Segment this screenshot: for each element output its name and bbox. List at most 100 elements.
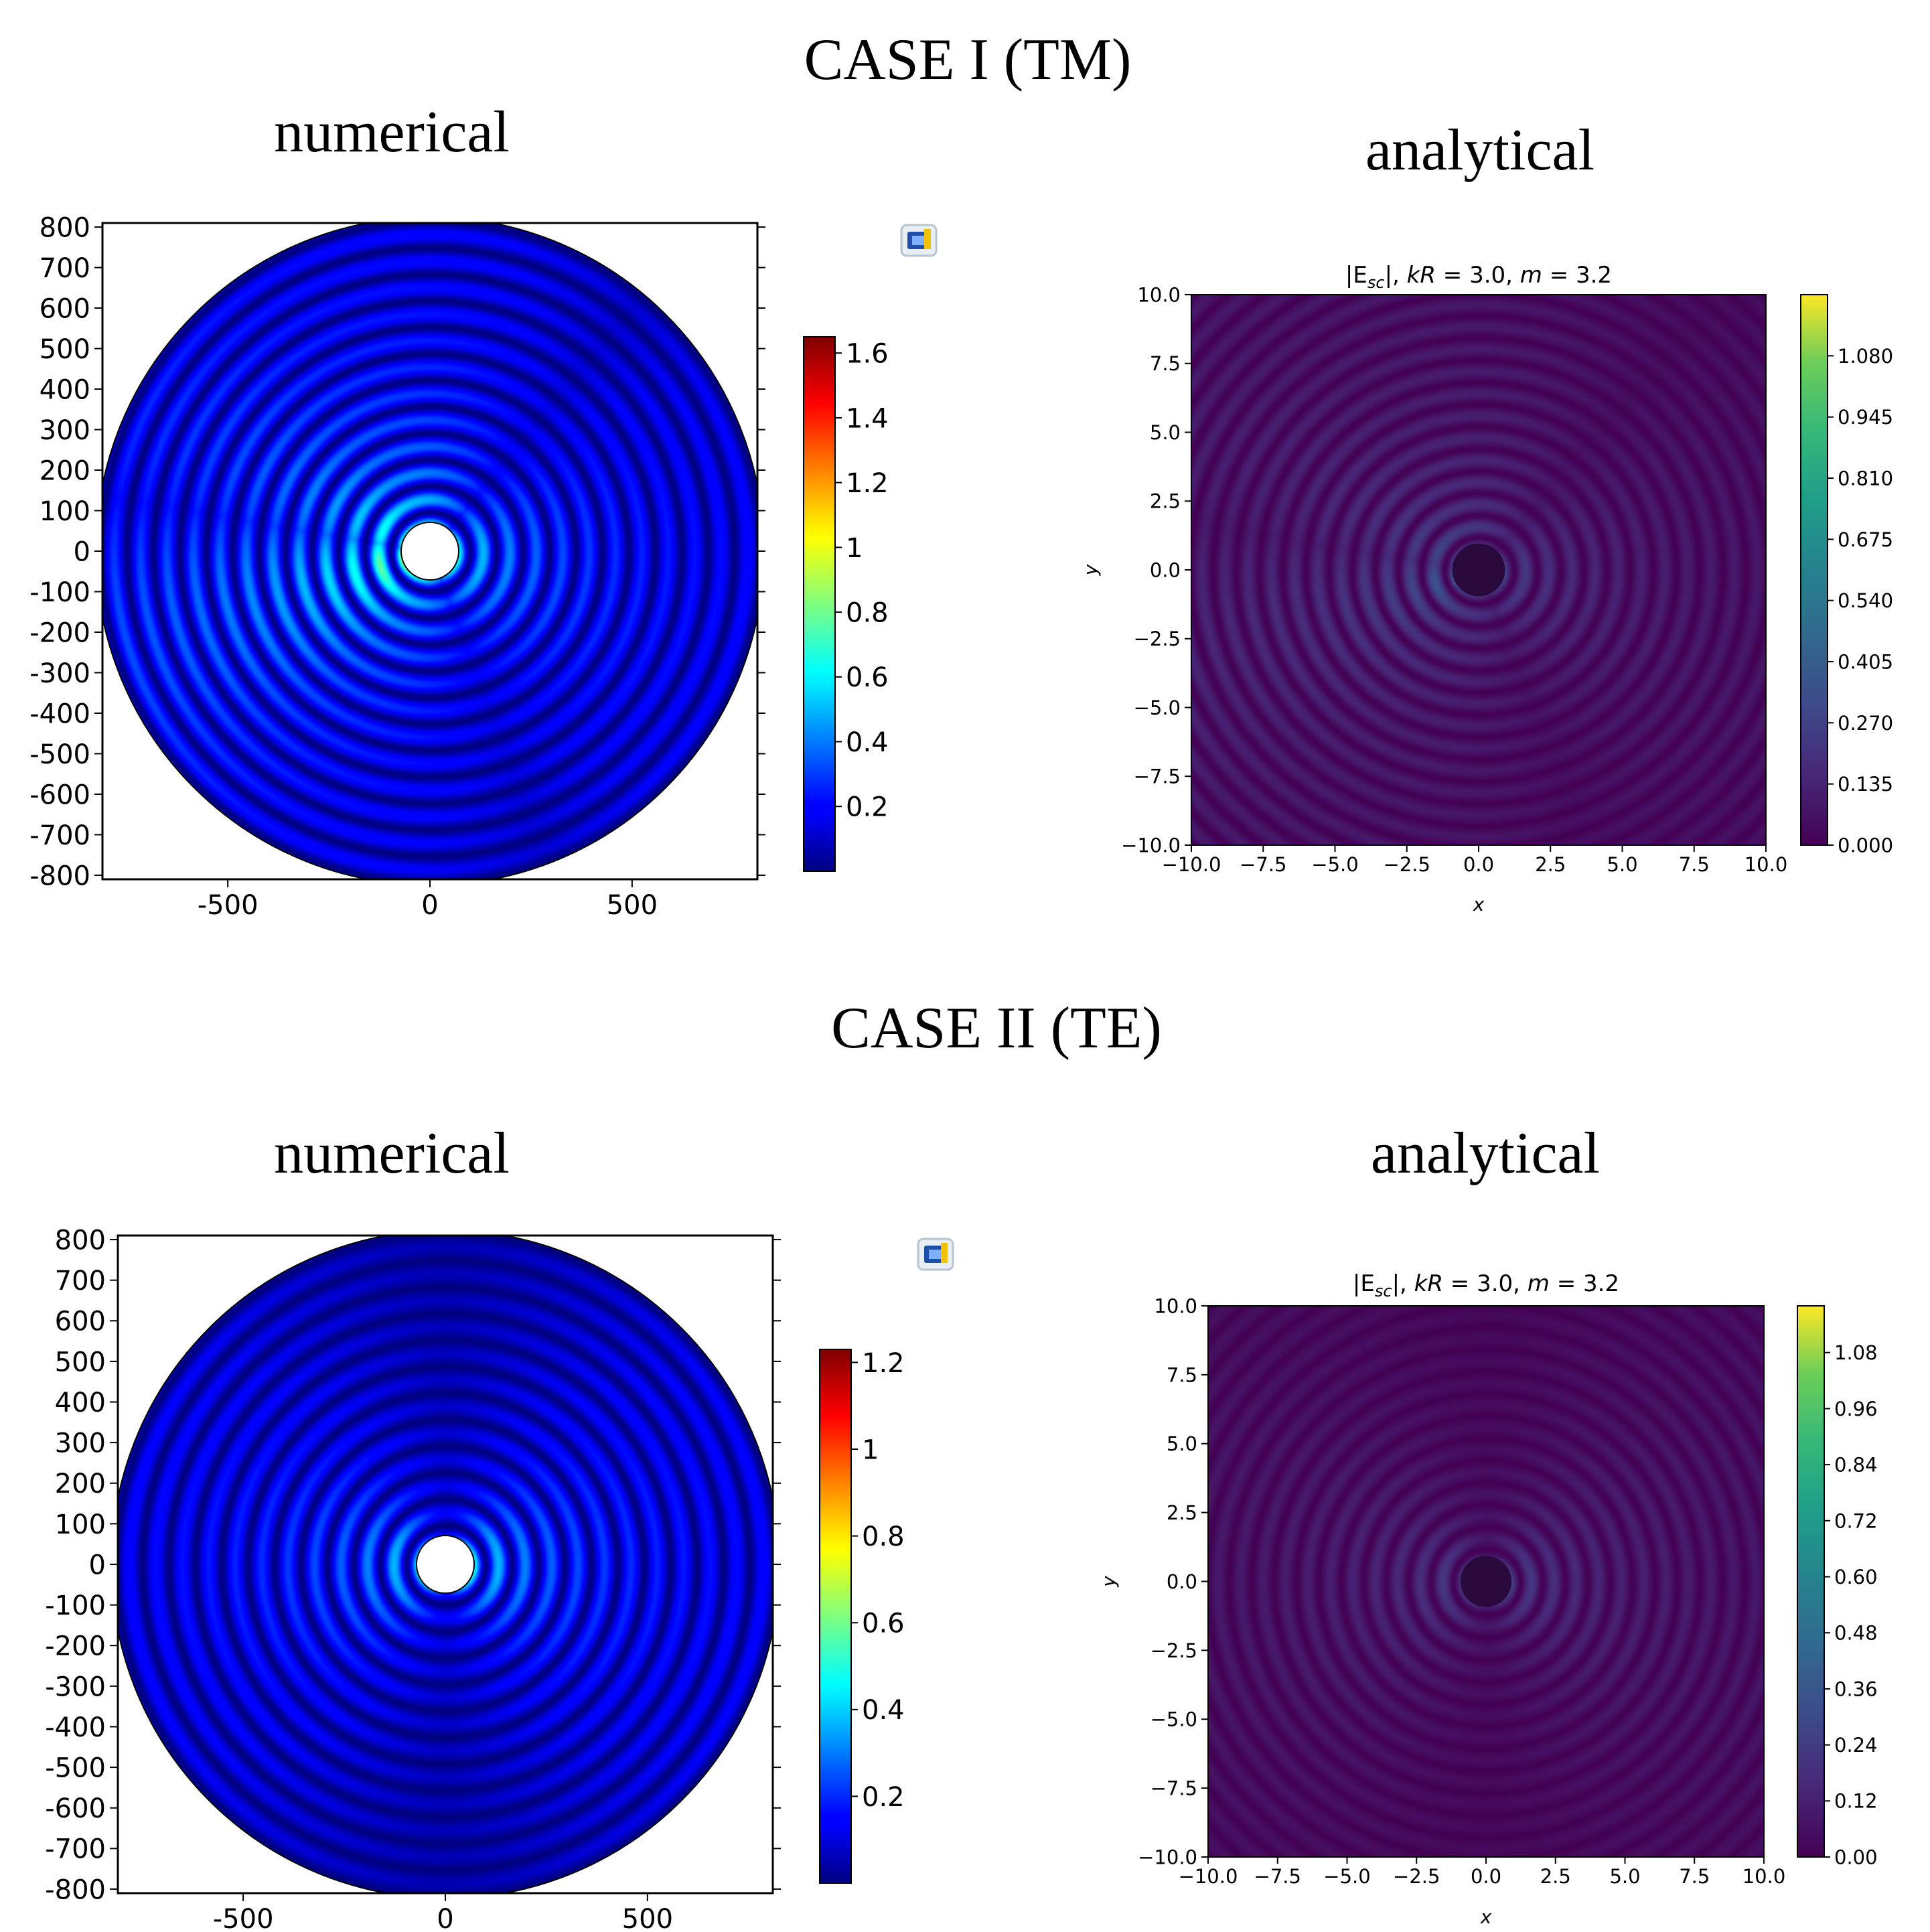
case1-title: CASE I (TM) xyxy=(804,27,1132,92)
y-tick-label: 7.5 xyxy=(1167,1363,1197,1386)
x-axis-label: x xyxy=(1480,1906,1492,1928)
colorbar-frame xyxy=(1800,294,1828,846)
colorbar-tick-label: 0.2 xyxy=(846,792,889,823)
y-tick-label: 800 xyxy=(40,212,90,243)
colorbar-tick-label: 0.000 xyxy=(1838,834,1893,857)
y-tick-label: -200 xyxy=(29,617,90,648)
y-axis-label: y xyxy=(1080,564,1102,576)
colorbar-tick-label: 0.96 xyxy=(1834,1398,1878,1420)
y-tick-label: −5.0 xyxy=(1150,1708,1197,1731)
colorbar-tick-label: 0.8 xyxy=(862,1521,905,1552)
colorbar-tick-label: 1.4 xyxy=(846,403,889,434)
colorbar xyxy=(1801,295,1828,845)
x-tick-label: 10.0 xyxy=(1745,853,1788,876)
colorbar-tick-label: 0.945 xyxy=(1838,406,1893,429)
scatterer-cylinder xyxy=(415,1534,475,1594)
y-tick-label: -200 xyxy=(45,1631,106,1662)
y-tick-label: 300 xyxy=(55,1428,106,1459)
colorbar-tick-label: 0.8 xyxy=(846,597,889,628)
y-tick-label: 100 xyxy=(40,496,90,527)
x-tick-label: 2.5 xyxy=(1540,1865,1571,1888)
y-tick-label: -400 xyxy=(45,1712,106,1743)
y-tick-label: -400 xyxy=(29,698,90,729)
y-tick-label: -600 xyxy=(45,1793,106,1824)
case1-analytical-label: analytical xyxy=(1365,118,1594,183)
colorbar-tick-label: 0.00 xyxy=(1834,1846,1878,1868)
y-tick-label: 600 xyxy=(40,293,90,324)
y-axis-label: y xyxy=(1098,1576,1120,1588)
colorbar-tick-label: 0.84 xyxy=(1834,1454,1878,1477)
y-tick-label: 10.0 xyxy=(1137,283,1181,306)
scatterer-cylinder xyxy=(1452,543,1505,597)
y-tick-label: 600 xyxy=(55,1307,106,1337)
app-logo-icon xyxy=(900,224,938,257)
y-tick-label: −7.5 xyxy=(1134,765,1181,788)
app-logo-icon xyxy=(917,1238,954,1271)
y-tick-label: 0.0 xyxy=(1150,559,1181,581)
y-tick-label: -500 xyxy=(29,739,90,770)
x-tick-label: 2.5 xyxy=(1535,853,1566,876)
x-tick-label: 500 xyxy=(622,1904,673,1932)
colorbar-tick-label: 0.4 xyxy=(862,1695,905,1726)
y-tick-label: -600 xyxy=(29,779,90,810)
x-tick-label: 5.0 xyxy=(1607,853,1637,876)
y-tick-label: -700 xyxy=(45,1834,106,1865)
colorbar-tick-label: 1.2 xyxy=(846,468,889,499)
colorbar-tick-label: 0.4 xyxy=(846,727,889,758)
y-tick-label: 2.5 xyxy=(1167,1501,1197,1524)
x-tick-label: −7.5 xyxy=(1240,853,1286,876)
y-tick-label: 800 xyxy=(55,1225,106,1256)
colorbar-tick-label: 0.540 xyxy=(1838,589,1893,612)
colorbar-tick-label: 0.60 xyxy=(1834,1566,1878,1588)
y-tick-label: 500 xyxy=(55,1347,106,1378)
colorbar-tick-label: 1.080 xyxy=(1838,345,1893,368)
y-tick-label: 700 xyxy=(55,1266,106,1296)
case1-numerical-chart: -500 0 500 800 700 600 500 400 300 200 100 0 -100 -20… xyxy=(29,212,888,921)
y-tick-label: −2.5 xyxy=(1150,1639,1197,1662)
colorbar-tick-label: 0.135 xyxy=(1838,773,1893,796)
y-tick-label: -800 xyxy=(29,861,90,891)
y-tick-label: -800 xyxy=(45,1874,106,1905)
y-tick-label: −5.0 xyxy=(1134,696,1181,719)
x-tick-label: 10.0 xyxy=(1742,1865,1786,1888)
scatterer-cylinder xyxy=(1460,1556,1512,1607)
colorbar-tick-label: 0.675 xyxy=(1838,528,1893,551)
colorbar-frame xyxy=(803,336,836,872)
y-tick-label: 2.5 xyxy=(1150,490,1181,513)
colorbar-tick-label: 0.270 xyxy=(1838,712,1893,735)
y-tick-label: 7.5 xyxy=(1150,352,1181,375)
colorbar-tick-label: 0.24 xyxy=(1834,1734,1878,1757)
y-tick-label: 500 xyxy=(40,334,90,365)
colorbar-tick-label: 0.6 xyxy=(846,662,889,693)
y-tick-label: −7.5 xyxy=(1150,1777,1197,1800)
x-tick-label: −5.0 xyxy=(1323,1865,1370,1888)
y-tick-label: 300 xyxy=(40,415,90,446)
colorbar-tick-label: 1.08 xyxy=(1834,1341,1878,1364)
y-tick-label: -100 xyxy=(29,577,90,608)
colorbar-tick-label: 0.6 xyxy=(862,1609,905,1639)
colorbar-tick-label: 0.810 xyxy=(1838,467,1893,490)
y-tick-label: 10.0 xyxy=(1154,1294,1197,1317)
x-tick-label: 7.5 xyxy=(1679,853,1710,876)
chart-title: |Esc|, kR = 3.0, m = 3.2 xyxy=(1345,262,1612,292)
scatterer-cylinder xyxy=(400,521,460,581)
colorbar-tick-label: 0.12 xyxy=(1834,1790,1878,1813)
y-tick-label: −2.5 xyxy=(1134,627,1181,650)
colorbar-frame xyxy=(1797,1305,1825,1858)
x-tick-label: 0 xyxy=(421,890,438,921)
y-tick-label: 700 xyxy=(40,253,90,284)
colorbar-frame xyxy=(819,1349,852,1884)
case2-analytical-chart: −10.0 −7.5 −5.0 −2.5 0.0 2.5 5.0 7.5 10.0 10.0 7.5… xyxy=(1098,1270,1878,1928)
y-tick-label: -300 xyxy=(29,658,90,689)
colorbar-tick-label: 0.405 xyxy=(1838,650,1893,673)
y-tick-label: 5.0 xyxy=(1150,421,1181,444)
y-tick-label: -100 xyxy=(45,1590,106,1621)
y-tick-label: −10.0 xyxy=(1138,1846,1197,1868)
x-tick-label: −2.5 xyxy=(1393,1865,1440,1888)
x-axis-label: x xyxy=(1473,893,1485,915)
x-tick-label: −2.5 xyxy=(1384,853,1430,876)
colorbar-tick-label: 0.2 xyxy=(862,1782,905,1813)
x-tick-label: 0.0 xyxy=(1463,853,1494,876)
x-tick-label: 0 xyxy=(437,1904,453,1932)
